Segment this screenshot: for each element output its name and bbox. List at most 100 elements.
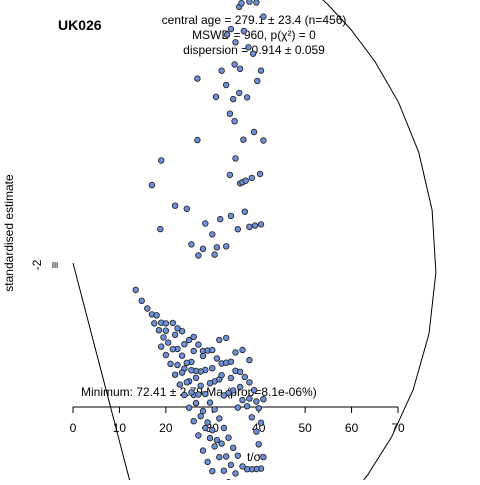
data-point [226, 110, 234, 117]
data-point [241, 373, 248, 381]
x-tick-label: 70 [391, 421, 405, 435]
y-axis-label: standardised estimate [2, 174, 16, 292]
data-point [192, 374, 200, 381]
data-point [234, 225, 241, 233]
data-point [162, 351, 170, 359]
data-point [211, 406, 218, 413]
data-point [246, 356, 253, 364]
data-point [174, 325, 181, 332]
data-point [231, 61, 238, 68]
data-point [211, 251, 218, 258]
x-tick-label: 20 [159, 421, 173, 435]
data-point [202, 390, 209, 398]
data-point [178, 352, 186, 359]
data-point [199, 447, 207, 454]
data-point [220, 424, 228, 432]
data-point [157, 343, 165, 350]
data-point [222, 81, 230, 89]
data-point [202, 424, 209, 432]
data-point [239, 463, 246, 470]
data-point [251, 222, 259, 229]
data-point [241, 208, 248, 215]
data-point [181, 391, 188, 399]
data-point [195, 252, 202, 259]
data-point [222, 334, 230, 342]
data-point [164, 339, 172, 346]
data-point [239, 346, 246, 354]
data-point [232, 155, 239, 162]
data-point [195, 391, 202, 398]
data-point [227, 374, 235, 382]
data-point [245, 44, 252, 51]
x-tick-label: 0 [70, 421, 77, 435]
y-band-label-equiv: ≡ [48, 261, 62, 268]
data-point [167, 360, 174, 367]
data-point [153, 312, 160, 319]
data-point [169, 319, 176, 327]
x-tick-label: 60 [345, 421, 359, 435]
data-point [249, 50, 257, 57]
data-point [199, 407, 207, 415]
data-point [243, 403, 251, 410]
data-point [246, 0, 253, 5]
y-band-label-minus-two: -2 [30, 259, 44, 270]
data-point [178, 328, 186, 335]
data-point [174, 361, 181, 369]
data-point [162, 320, 170, 327]
data-point [232, 470, 239, 477]
data-point [195, 341, 202, 348]
x-tick-label: 10 [113, 421, 127, 435]
data-point [255, 405, 262, 412]
data-point [250, 128, 258, 136]
header-line-central-age: central age = 279.1 ± 23.4 (n=456) [162, 13, 347, 27]
data-point [257, 221, 265, 228]
data-point [216, 336, 223, 344]
data-point [234, 404, 241, 411]
data-point [171, 331, 179, 338]
data-point [234, 452, 241, 459]
data-point [183, 205, 190, 212]
header-line-mswd: MSWD = 960, p(χ²) = 0 [192, 28, 316, 42]
data-point [235, 89, 243, 97]
data-point [171, 371, 179, 378]
data-point [236, 383, 244, 391]
data-point [209, 346, 216, 354]
data-point [216, 215, 224, 223]
data-point [188, 241, 195, 248]
data-point [248, 174, 255, 182]
data-point [206, 380, 214, 387]
data-point [194, 75, 201, 82]
data-point [194, 136, 201, 144]
x-axis-label: t/σ [247, 450, 262, 464]
data-point [155, 327, 163, 334]
data-point [148, 181, 156, 189]
data-point [160, 334, 167, 341]
data-point [260, 13, 267, 20]
data-point [195, 432, 202, 439]
data-point [226, 171, 234, 179]
data-point [185, 336, 193, 344]
data-point [260, 396, 267, 403]
data-point [225, 434, 232, 441]
data-point [231, 117, 238, 125]
data-point [257, 67, 265, 74]
data-point [209, 231, 216, 238]
data-point [206, 434, 214, 442]
data-point [239, 396, 246, 404]
data-point [229, 444, 237, 451]
data-point [218, 440, 225, 447]
data-point [227, 25, 235, 33]
data-point [227, 461, 235, 469]
data-point [209, 426, 216, 434]
data-point [132, 286, 139, 294]
data-point [250, 387, 258, 394]
data-point [199, 245, 207, 252]
data-point [260, 137, 267, 144]
data-point [253, 428, 260, 435]
data-point [220, 392, 228, 399]
data-point [243, 94, 251, 101]
radial-scale-arc [322, 0, 437, 485]
data-point [157, 225, 164, 233]
minimum-age-line [72, 262, 132, 485]
data-point [253, 398, 260, 405]
